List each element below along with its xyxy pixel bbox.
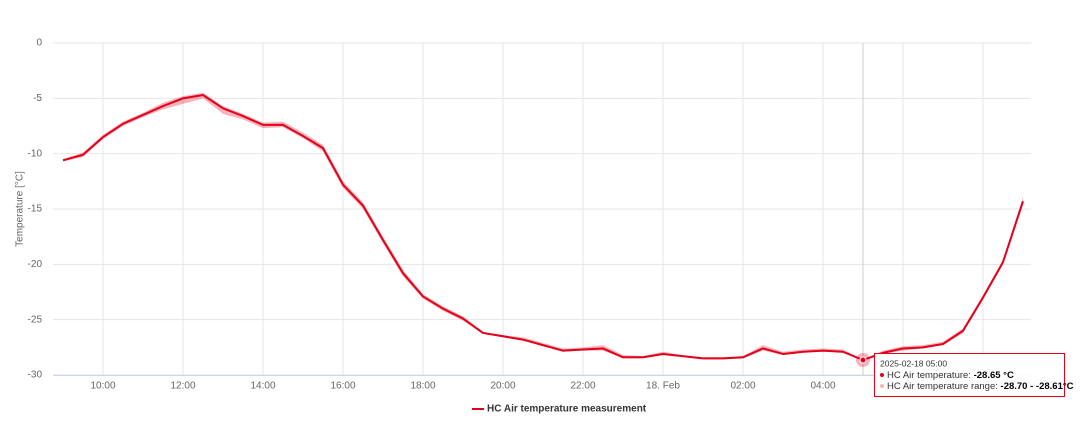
y-tick-label: 0 xyxy=(36,38,42,49)
y-tick-label: -25 xyxy=(28,314,43,325)
x-tick-label: 02:00 xyxy=(730,381,755,392)
y-tick-label: -15 xyxy=(28,204,43,215)
tooltip-bullet xyxy=(880,384,884,388)
x-tick-label: 14:00 xyxy=(250,381,275,392)
y-tick-label: -30 xyxy=(28,370,43,381)
line xyxy=(62,94,1024,362)
x-tick-label: 12:00 xyxy=(170,381,195,392)
plot-area xyxy=(62,43,1024,375)
tooltip: 2025-02-18 05:00 HC Air temperature: -28.… xyxy=(874,353,1074,397)
tooltip-line: HC Air temperature range: -28.70 - -28.6… xyxy=(887,381,1074,392)
tooltip-bullet xyxy=(880,373,884,377)
tooltip-value: -28.70 - -28.61°C xyxy=(1001,381,1074,392)
legend-label: HC Air temperature measurement xyxy=(487,404,647,415)
x-tick-label: 20:00 xyxy=(490,381,515,392)
point xyxy=(859,356,867,364)
range-band xyxy=(63,92,1023,361)
y-tick-label: -10 xyxy=(28,148,43,159)
tooltip-box xyxy=(874,353,1065,397)
x-tick-label: 18. Feb xyxy=(646,381,680,392)
x-tick-label: 22:00 xyxy=(570,381,595,392)
grid: 0 -5 -10 -15 -20 -25 -30 10:00 12:00 14:00 16:00 18… xyxy=(28,38,1031,392)
y-tick-label: -5 xyxy=(33,93,42,104)
x-tick-label: 04:00 xyxy=(810,381,835,392)
tooltip-title: 2025-02-18 05:00 xyxy=(880,358,947,368)
tooltip-label: HC Air temperature range: xyxy=(887,381,1001,392)
x-tick-label: 18:00 xyxy=(410,381,435,392)
tooltip-line: HC Air temperature: -28.65 °C xyxy=(887,370,1014,381)
tooltip-label: HC Air temperature: xyxy=(887,370,974,381)
legend: HC Air temperature measurement xyxy=(472,404,647,415)
y-axis-title: Temperature [°C] xyxy=(15,171,26,247)
y-tick-label: -20 xyxy=(28,259,43,270)
x-tick-label: 10:00 xyxy=(90,381,115,392)
x-tick-label: 16:00 xyxy=(330,381,355,392)
tooltip-value: -28.65 °C xyxy=(974,370,1014,381)
